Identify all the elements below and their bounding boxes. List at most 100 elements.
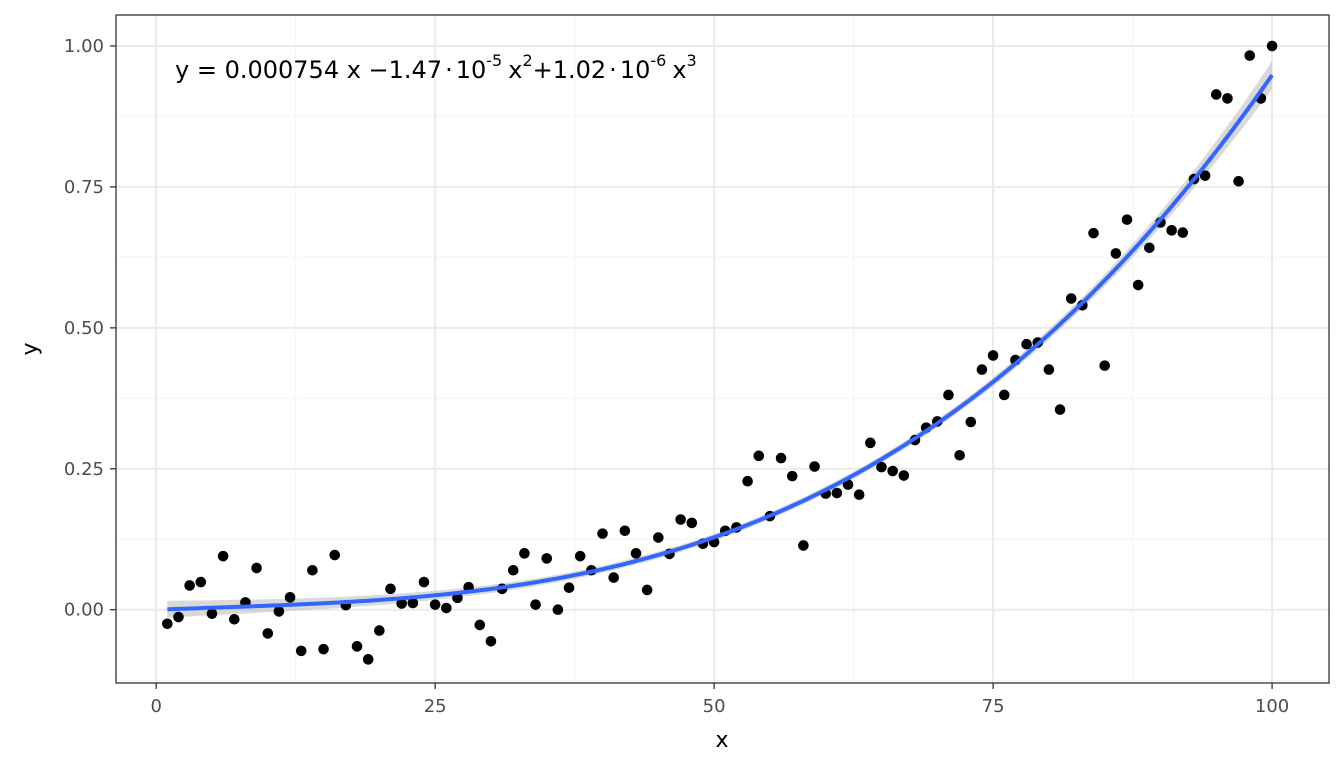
equation-part-mid: x xyxy=(508,56,522,84)
data-point xyxy=(954,449,965,461)
data-point xyxy=(798,540,809,551)
data-point xyxy=(608,572,619,583)
data-point xyxy=(1099,360,1111,371)
data-point xyxy=(619,525,631,537)
equation-dot-1: · xyxy=(445,56,453,84)
y-tick-label: 0.25 xyxy=(64,459,104,480)
data-point xyxy=(976,364,988,375)
equation-part-prefix: y = 0.000754 x −1.47 xyxy=(175,56,442,84)
x-axis-title: x xyxy=(715,728,728,753)
x-tick-label: 100 xyxy=(1255,696,1289,717)
data-point xyxy=(396,598,407,609)
data-point xyxy=(273,606,285,617)
y-tick-label: 0.00 xyxy=(64,600,104,621)
equation-exp-1: -5 xyxy=(486,51,502,70)
data-point xyxy=(876,461,887,473)
data-point xyxy=(485,635,497,647)
data-point xyxy=(653,532,664,543)
data-point xyxy=(1166,225,1177,236)
data-point xyxy=(1199,170,1211,181)
major-grid xyxy=(116,15,1329,683)
equation-ten-1: 10 xyxy=(456,56,487,84)
data-point xyxy=(385,583,396,595)
fit-line xyxy=(167,73,1274,612)
equation-dot-2: · xyxy=(609,56,617,84)
equation-part-mid2: +1.02 xyxy=(533,56,607,84)
data-point xyxy=(206,608,218,619)
y-axis-title: y xyxy=(18,342,43,355)
data-point xyxy=(307,564,318,576)
data-point xyxy=(630,548,642,559)
data-point xyxy=(262,628,274,639)
data-point xyxy=(1177,227,1189,238)
data-point xyxy=(686,517,698,529)
data-point xyxy=(474,619,486,631)
data-point xyxy=(228,614,240,625)
data-point xyxy=(1054,404,1066,415)
data-point xyxy=(362,654,374,665)
data-point xyxy=(1132,279,1144,291)
data-point xyxy=(742,475,753,487)
data-point xyxy=(374,625,385,636)
data-point xyxy=(329,549,341,561)
data-point xyxy=(831,487,843,499)
data-point xyxy=(407,597,419,609)
data-point xyxy=(507,564,519,576)
data-point xyxy=(887,465,898,477)
data-point xyxy=(1021,338,1032,350)
equation-ten-2: 10 xyxy=(620,56,651,84)
equation-part-suffix: x xyxy=(672,56,686,84)
data-point xyxy=(1065,293,1077,304)
data-point xyxy=(1144,242,1155,254)
data-point xyxy=(217,550,229,562)
data-point xyxy=(786,470,798,482)
x-tick-label: 0 xyxy=(150,696,161,717)
data-point xyxy=(1088,227,1099,239)
data-point xyxy=(173,611,184,623)
data-point xyxy=(184,580,195,591)
data-point xyxy=(641,584,653,596)
data-points xyxy=(162,40,1278,665)
data-point xyxy=(865,437,876,449)
x-axis-ticks: 0 25 50 75 100 xyxy=(150,683,1289,717)
data-point xyxy=(1233,175,1244,187)
data-point xyxy=(1043,364,1055,375)
data-point xyxy=(1222,93,1233,104)
equation-exp-4: 3 xyxy=(687,51,697,70)
data-point xyxy=(195,576,207,588)
data-point xyxy=(597,528,608,539)
data-point xyxy=(318,643,329,655)
data-point xyxy=(809,461,820,472)
panel-border xyxy=(115,14,1330,684)
data-point xyxy=(987,350,999,361)
data-point xyxy=(530,599,541,610)
data-point xyxy=(842,479,854,490)
x-tick-label: 75 xyxy=(982,696,1005,717)
data-point xyxy=(552,604,564,616)
data-point xyxy=(563,582,575,594)
data-point xyxy=(1210,89,1222,100)
data-point xyxy=(775,452,787,464)
data-point xyxy=(998,389,1010,401)
y-tick-label: 0.50 xyxy=(64,318,104,339)
data-point xyxy=(162,618,173,630)
data-point xyxy=(441,602,452,614)
data-point xyxy=(1266,40,1278,52)
data-point xyxy=(1244,50,1256,61)
equation-exp-3: -6 xyxy=(650,51,666,70)
data-point xyxy=(574,550,586,562)
data-point xyxy=(541,553,553,564)
data-point xyxy=(1121,214,1133,225)
data-point xyxy=(675,514,686,525)
data-point xyxy=(251,562,262,574)
data-point xyxy=(943,389,954,401)
y-axis-ticks: 0.00 0.25 0.50 0.75 1.00 xyxy=(64,36,116,621)
data-point xyxy=(853,489,865,501)
data-point xyxy=(965,416,977,428)
data-point xyxy=(898,470,910,481)
x-tick-label: 50 xyxy=(703,696,726,717)
equation-exp-2: 2 xyxy=(522,51,532,70)
data-point xyxy=(295,645,307,657)
